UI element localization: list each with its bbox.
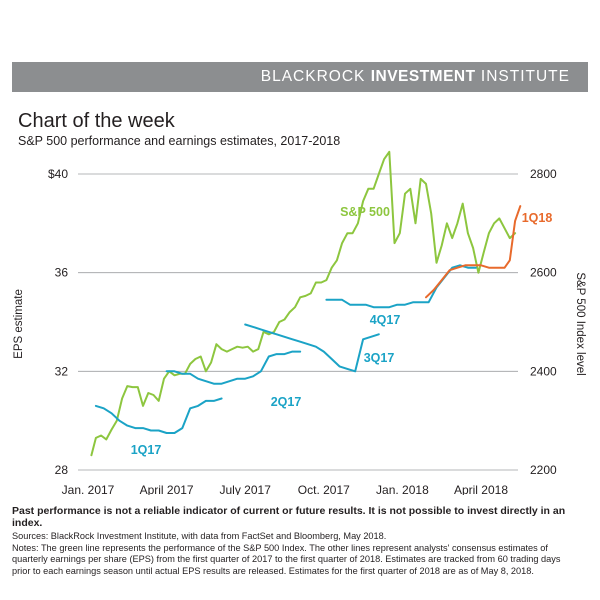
series-line-1q17 — [94, 397, 223, 434]
series-label-3q17: 3Q17 — [364, 351, 395, 365]
notes-line: prior to each earnings season until actu… — [12, 565, 534, 576]
disclaimer: Past performance is not a reliable indic… — [12, 505, 566, 529]
series-label-1q18: 1Q18 — [522, 211, 553, 225]
x-tick-label: April 2018 — [454, 483, 508, 495]
series-label-4q17: 4Q17 — [370, 313, 401, 327]
right-tick-label: 2400 — [530, 364, 557, 378]
x-tick-label: Jan. 2018 — [376, 483, 429, 495]
series-line-4q17 — [325, 264, 477, 309]
left-tick-label: $40 — [48, 167, 68, 181]
chart-title: Chart of the week — [18, 110, 175, 132]
footer-notes: Past performance is not a reliable indic… — [12, 505, 592, 578]
brand-name: BLACKROCK INVESTMENT INSTITUTE — [260, 68, 570, 85]
series-label-2q17: 2Q17 — [271, 395, 302, 409]
line-chart: $40 2800 36 2600 32 2400 28 2200 Jan. 2017 April … — [13, 150, 586, 495]
x-tick-label: Jan. 2017 — [62, 483, 115, 495]
left-tick-label: 32 — [55, 364, 69, 378]
left-tick-label: 36 — [55, 266, 69, 280]
notes-line: quarterly earnings per share (EPS) from … — [12, 554, 561, 565]
x-tick-label: April 2017 — [140, 483, 194, 495]
left-axis-title: EPS estimate — [13, 289, 25, 359]
sources: Sources: BlackRock Investment Institute,… — [12, 531, 387, 542]
right-tick-label: 2800 — [530, 167, 557, 181]
header-banner: BLACKROCK INVESTMENT INSTITUTE — [12, 62, 588, 92]
series-label-1q17: 1Q17 — [131, 443, 162, 457]
series-line-s-p-500 — [90, 150, 517, 457]
series-label-s-p-500: S&P 500 — [340, 205, 390, 219]
right-tick-label: 2600 — [530, 266, 557, 280]
series-line-1q18 — [425, 205, 522, 299]
notes-line: Notes: The green line represents the per… — [12, 542, 548, 553]
left-tick-label: 28 — [55, 463, 69, 477]
series-line-3q17 — [244, 323, 380, 373]
x-tick-label: Oct. 2017 — [298, 483, 350, 495]
chart-subtitle: S&P 500 performance and earnings estimat… — [18, 134, 341, 148]
right-tick-label: 2200 — [530, 463, 557, 477]
right-axis-title: S&P 500 Index level — [574, 272, 586, 375]
series-line-2q17 — [165, 350, 302, 385]
x-tick-label: July 2017 — [220, 483, 272, 495]
